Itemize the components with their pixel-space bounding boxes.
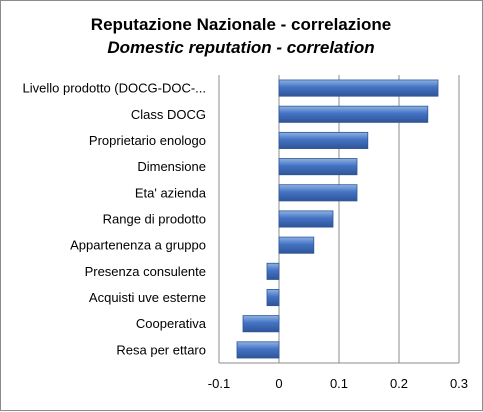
x-tick-label: 0.3 — [450, 376, 468, 391]
category-label: Appartenenza a gruppo — [70, 238, 206, 253]
bar — [278, 131, 369, 149]
bar — [278, 79, 439, 97]
category-label: Dimensione — [137, 159, 206, 174]
bar — [236, 341, 280, 359]
category-label: Range di prodotto — [103, 212, 206, 227]
category-label: Resa per ettaro — [116, 342, 206, 357]
x-tick-labels: -0.1 0 0.1 0.2 0.3 — [208, 376, 468, 391]
x-tick-label: 0.1 — [330, 376, 348, 391]
chart-subtitle: Domestic reputation - correlation — [107, 38, 374, 57]
bar — [266, 262, 280, 280]
bar — [278, 184, 358, 202]
category-label: Acquisti uve esterne — [89, 290, 206, 305]
category-label: Proprietario enologo — [89, 133, 206, 148]
category-label: Eta' azienda — [135, 185, 207, 200]
category-label: Presenza consulente — [85, 264, 206, 279]
bar — [242, 315, 280, 333]
bar — [278, 210, 334, 228]
gridlines — [218, 75, 460, 364]
category-label: Cooperativa — [136, 316, 207, 331]
chart-title: Reputazione Nazionale - correlazione — [91, 15, 391, 34]
x-tick-label: 0 — [275, 376, 282, 391]
x-tick-label: 0.2 — [390, 376, 408, 391]
bar — [278, 105, 429, 123]
bar — [266, 289, 280, 307]
x-tick-label: -0.1 — [208, 376, 230, 391]
category-label: Livello prodotto (DOCG-DOC-... — [23, 81, 207, 96]
bar — [278, 158, 358, 176]
category-labels: Livello prodotto (DOCG-DOC-... Class DOCG… — [23, 81, 207, 358]
bars — [236, 79, 439, 359]
category-label: Class DOCG — [131, 107, 206, 122]
bar — [278, 236, 315, 254]
